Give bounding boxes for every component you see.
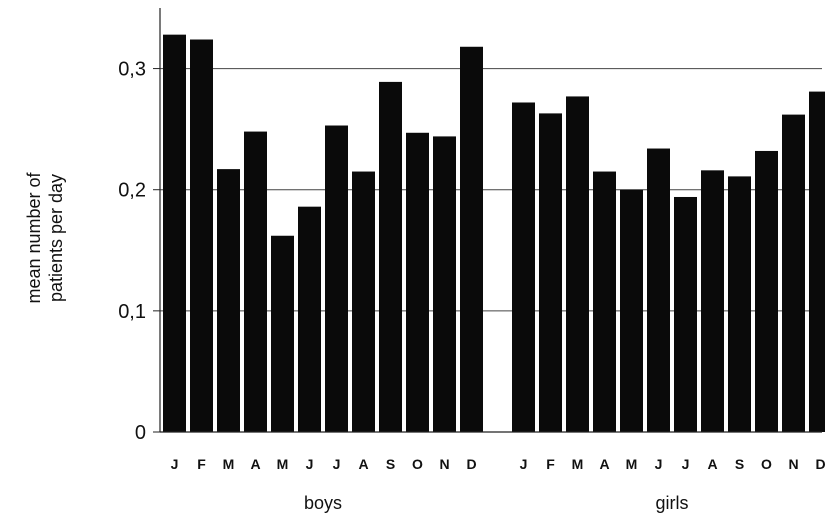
x-tick-label: J	[306, 456, 314, 472]
x-tick-label: J	[171, 456, 179, 472]
bar-girls-7	[701, 170, 724, 432]
bar-boys-10	[433, 136, 456, 432]
x-tick-label: D	[466, 456, 476, 472]
x-tick-label: A	[358, 456, 368, 472]
x-tick-label: A	[250, 456, 260, 472]
x-tick-label: D	[815, 456, 825, 472]
bar-girls-5	[647, 148, 670, 433]
x-tick-label: J	[333, 456, 341, 472]
x-tick-label: J	[655, 456, 663, 472]
bar-girls-4	[620, 189, 643, 432]
bars	[163, 34, 825, 433]
y-tick-label: 0,3	[118, 59, 146, 81]
axes	[159, 8, 822, 433]
x-tick-label: F	[197, 456, 206, 472]
x-tick-label: O	[761, 456, 772, 472]
x-tick-label: S	[386, 456, 395, 472]
x-tick-label: J	[520, 456, 528, 472]
bar-boys-5	[298, 206, 321, 432]
bar-boys-2	[217, 169, 240, 432]
x-tick-label: N	[788, 456, 798, 472]
bar-girls-8	[728, 176, 751, 432]
x-tick-label: M	[572, 456, 584, 472]
x-tick-label: S	[735, 456, 744, 472]
bar-boys-11	[460, 46, 483, 432]
group-label-boys: boys	[304, 493, 342, 513]
x-tick-label: N	[439, 456, 449, 472]
x-tick-label: M	[277, 456, 289, 472]
group-label-girls: girls	[655, 493, 688, 513]
x-tick-label: M	[223, 456, 235, 472]
bar-girls-10	[782, 114, 805, 432]
x-tick-label: A	[599, 456, 609, 472]
x-tick-label: A	[707, 456, 717, 472]
bar-boys-1	[190, 39, 213, 433]
y-axis-title-line-1: mean number of	[24, 171, 44, 303]
bar-girls-0	[512, 102, 535, 433]
x-tick-label: F	[546, 456, 555, 472]
bar-girls-3	[593, 171, 616, 433]
x-tick-label: O	[412, 456, 423, 472]
y-axis-title: mean number of patients per day	[24, 171, 66, 303]
bar-girls-2	[566, 96, 589, 432]
bar-girls-11	[809, 91, 825, 433]
y-axis-title-line-2: patients per day	[46, 174, 66, 302]
bar-boys-7	[352, 171, 375, 433]
x-tick-label: J	[682, 456, 690, 472]
group-labels: boys girls	[304, 493, 689, 513]
bar-boys-8	[379, 81, 402, 432]
bar-boys-4	[271, 235, 294, 432]
bar-girls-1	[539, 113, 562, 432]
x-tick-label: M	[626, 456, 638, 472]
bar-girls-6	[674, 196, 697, 432]
bar-girls-9	[755, 150, 778, 432]
bar-boys-0	[163, 34, 186, 432]
bar-boys-6	[325, 125, 348, 432]
bar-boys-9	[406, 132, 429, 432]
y-tick-label: 0,1	[118, 301, 146, 323]
y-tick-label: 0,2	[118, 180, 146, 202]
bar-boys-3	[244, 131, 267, 432]
y-tick-label: 0	[135, 422, 146, 444]
y-tick-labels: 0 0,1 0,2 0,3	[118, 59, 160, 444]
